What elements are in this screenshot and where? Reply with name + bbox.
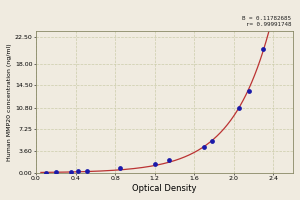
Text: B = 0.11782685
r= 0.99991748: B = 0.11782685 r= 0.99991748 [242, 16, 291, 27]
X-axis label: Optical Density: Optical Density [132, 184, 197, 193]
Point [44, 171, 48, 174]
Point [202, 146, 206, 149]
Point [152, 162, 157, 165]
Point [118, 166, 122, 170]
Point [167, 159, 172, 162]
Point [261, 47, 266, 51]
Y-axis label: Human MMP20 concentration (ng/ml): Human MMP20 concentration (ng/ml) [7, 43, 12, 161]
Point [246, 90, 251, 93]
Point [85, 169, 90, 172]
Point [236, 106, 241, 109]
Point [76, 170, 81, 173]
Point [53, 171, 58, 174]
Point [68, 170, 73, 173]
Point [210, 140, 214, 143]
